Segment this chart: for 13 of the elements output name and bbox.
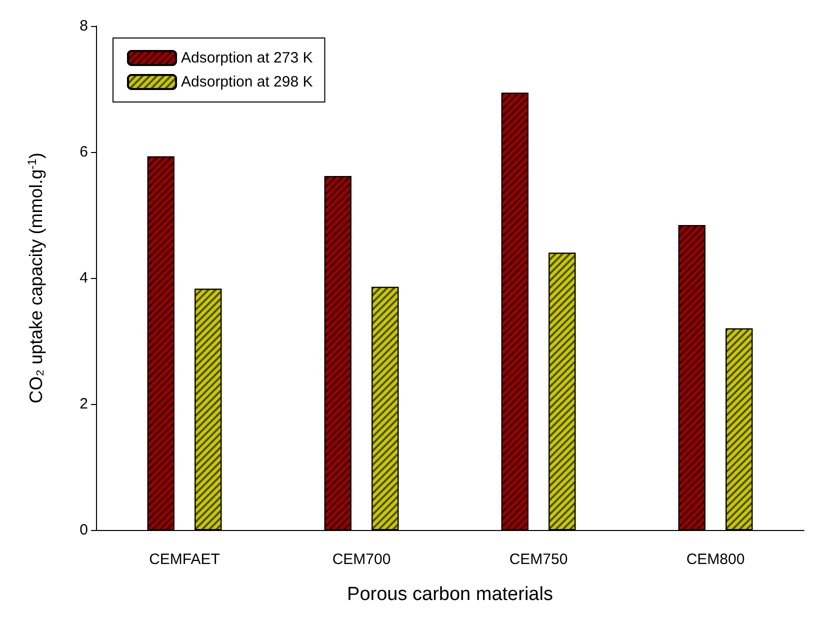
y-tick-label: 0: [80, 522, 88, 538]
x-tick-label: CEM750: [509, 551, 568, 568]
x-tick-label: CEMFAET: [149, 551, 220, 568]
y-tick-label: 8: [80, 18, 88, 34]
y-tick-label: 4: [80, 270, 88, 286]
y-tick-label: 6: [80, 144, 88, 160]
legend-label: Adsorption at 298 K: [181, 74, 313, 90]
x-tick-label: CEM800: [686, 551, 745, 568]
legend-label: Adsorption at 273 K: [181, 50, 313, 66]
y-tick-label: 2: [80, 396, 88, 412]
x-tick-label: CEM700: [332, 551, 391, 568]
y-axis-title: CO₂ uptake capacity (mmol.g-1): [25, 152, 46, 404]
x-axis-title: Porous carbon materials: [347, 584, 553, 605]
